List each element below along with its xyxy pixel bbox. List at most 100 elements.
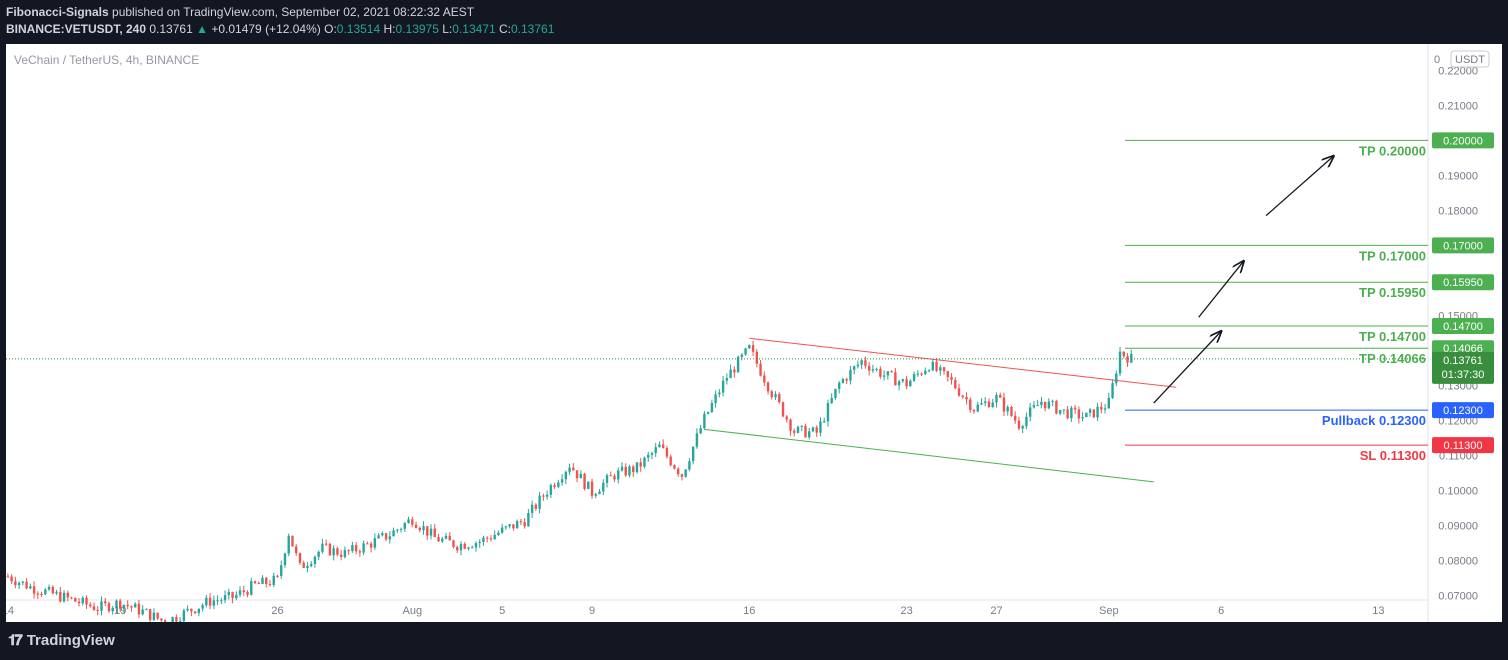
candle-body	[935, 361, 938, 371]
candle-body	[212, 600, 216, 606]
y-tick-label: 0.11000	[1439, 451, 1478, 463]
candle-body	[40, 593, 43, 595]
candle-body	[119, 600, 122, 609]
candle-body	[924, 370, 927, 375]
candle-body	[328, 543, 332, 556]
candle-body	[354, 545, 358, 552]
candle-body	[1002, 397, 1006, 412]
candle-body	[21, 581, 25, 583]
candle-body	[208, 597, 212, 606]
candle-body	[1066, 409, 1069, 419]
level-label: TP 0.20000	[1359, 143, 1426, 158]
price-chart[interactable]: 0.22000 0.21000 0.20000 0.19000 0.18000 0.170…	[6, 44, 1502, 622]
candle-body	[624, 466, 627, 476]
candle-body	[617, 470, 620, 480]
candle-body	[291, 535, 294, 547]
brand-name: TradingView	[26, 632, 115, 649]
candle-body	[1047, 401, 1051, 409]
candle-body	[205, 597, 208, 606]
author-name[interactable]: Fibonacci-Signals	[6, 5, 109, 19]
candle-body	[29, 586, 32, 589]
candle-body	[276, 575, 279, 577]
candle-body	[62, 592, 66, 602]
candle-body	[388, 536, 392, 540]
candle-body	[1081, 417, 1084, 419]
axis-price-tag-label: 0.14700	[1443, 321, 1483, 333]
candle-body	[706, 412, 710, 414]
candle-body	[197, 608, 201, 614]
candle-body	[759, 363, 762, 376]
candle-body	[688, 461, 691, 470]
tradingview-logo-icon: 𝟏𝟕	[8, 632, 23, 649]
axis-price-tag	[1432, 274, 1494, 291]
candle-body	[774, 394, 777, 398]
candle-body	[920, 373, 923, 375]
x-tick-label: Aug	[403, 605, 423, 617]
candle-body	[849, 369, 852, 381]
candle-body	[635, 462, 639, 473]
candle-body	[89, 604, 92, 607]
current-price-tag	[1432, 351, 1494, 384]
candle-body	[471, 547, 474, 549]
footer-brand[interactable]: 𝟏𝟕 TradingView	[8, 632, 115, 649]
candle-body	[512, 524, 515, 529]
candle-body	[871, 369, 875, 371]
candle-body	[811, 427, 815, 432]
current-price-tag-label: 0.13761	[1443, 355, 1483, 367]
candle-body	[912, 374, 916, 381]
candle-body	[1025, 416, 1028, 427]
candle-body	[837, 382, 841, 389]
candle-body	[422, 526, 425, 531]
y-tick-label: 0.08000	[1438, 556, 1478, 568]
candle-body	[362, 543, 365, 553]
x-tick-label: Sep	[1099, 605, 1119, 617]
candle-body	[130, 606, 133, 608]
candle-body	[875, 368, 878, 370]
candle-body	[81, 597, 84, 604]
candle-body	[1062, 409, 1066, 411]
candle-body	[66, 592, 69, 598]
candle-body	[628, 466, 631, 476]
candle-body	[534, 504, 538, 509]
candle-body	[227, 592, 231, 596]
candle-body	[1010, 406, 1013, 416]
candle-body	[85, 597, 88, 605]
level-label: TP 0.14700	[1359, 329, 1426, 344]
candle-body	[602, 482, 605, 492]
candle-body	[32, 586, 36, 594]
candle-body	[864, 360, 867, 366]
candle-body	[70, 597, 73, 599]
candle-body	[710, 403, 714, 413]
candle-body	[411, 519, 414, 525]
candle-body	[10, 576, 13, 582]
x-tick-label: 9	[589, 605, 595, 617]
candle-body	[605, 475, 609, 483]
candle-body	[658, 444, 661, 448]
candle-body	[575, 470, 579, 479]
candle-body	[991, 402, 994, 408]
candle-body	[500, 527, 504, 533]
projection-arrow	[1198, 261, 1244, 318]
candle-body	[1051, 400, 1054, 402]
candle-body	[942, 367, 946, 372]
candle-body	[160, 618, 163, 621]
candle-body	[661, 444, 665, 448]
candle-body	[6, 576, 10, 578]
candle-body	[324, 543, 328, 545]
candle-body	[594, 494, 597, 496]
candle-body	[583, 473, 586, 489]
chart-panel[interactable]: VeChain / TetherUS, 4h, BINANCE 0.22000 0…	[6, 44, 1502, 622]
candle-body	[867, 365, 871, 371]
candle-body	[414, 524, 418, 528]
axis-price-tag	[1432, 402, 1494, 419]
candle-body	[51, 586, 55, 594]
axis-price-tag-label: 0.15950	[1443, 277, 1483, 289]
candle-body	[519, 521, 523, 523]
candle-body	[778, 394, 781, 403]
candle-body	[17, 582, 21, 586]
candle-body	[530, 504, 534, 513]
candle-body	[789, 419, 792, 431]
candle-body	[999, 394, 1002, 398]
candle-body	[927, 370, 931, 372]
candle-body	[673, 465, 676, 469]
